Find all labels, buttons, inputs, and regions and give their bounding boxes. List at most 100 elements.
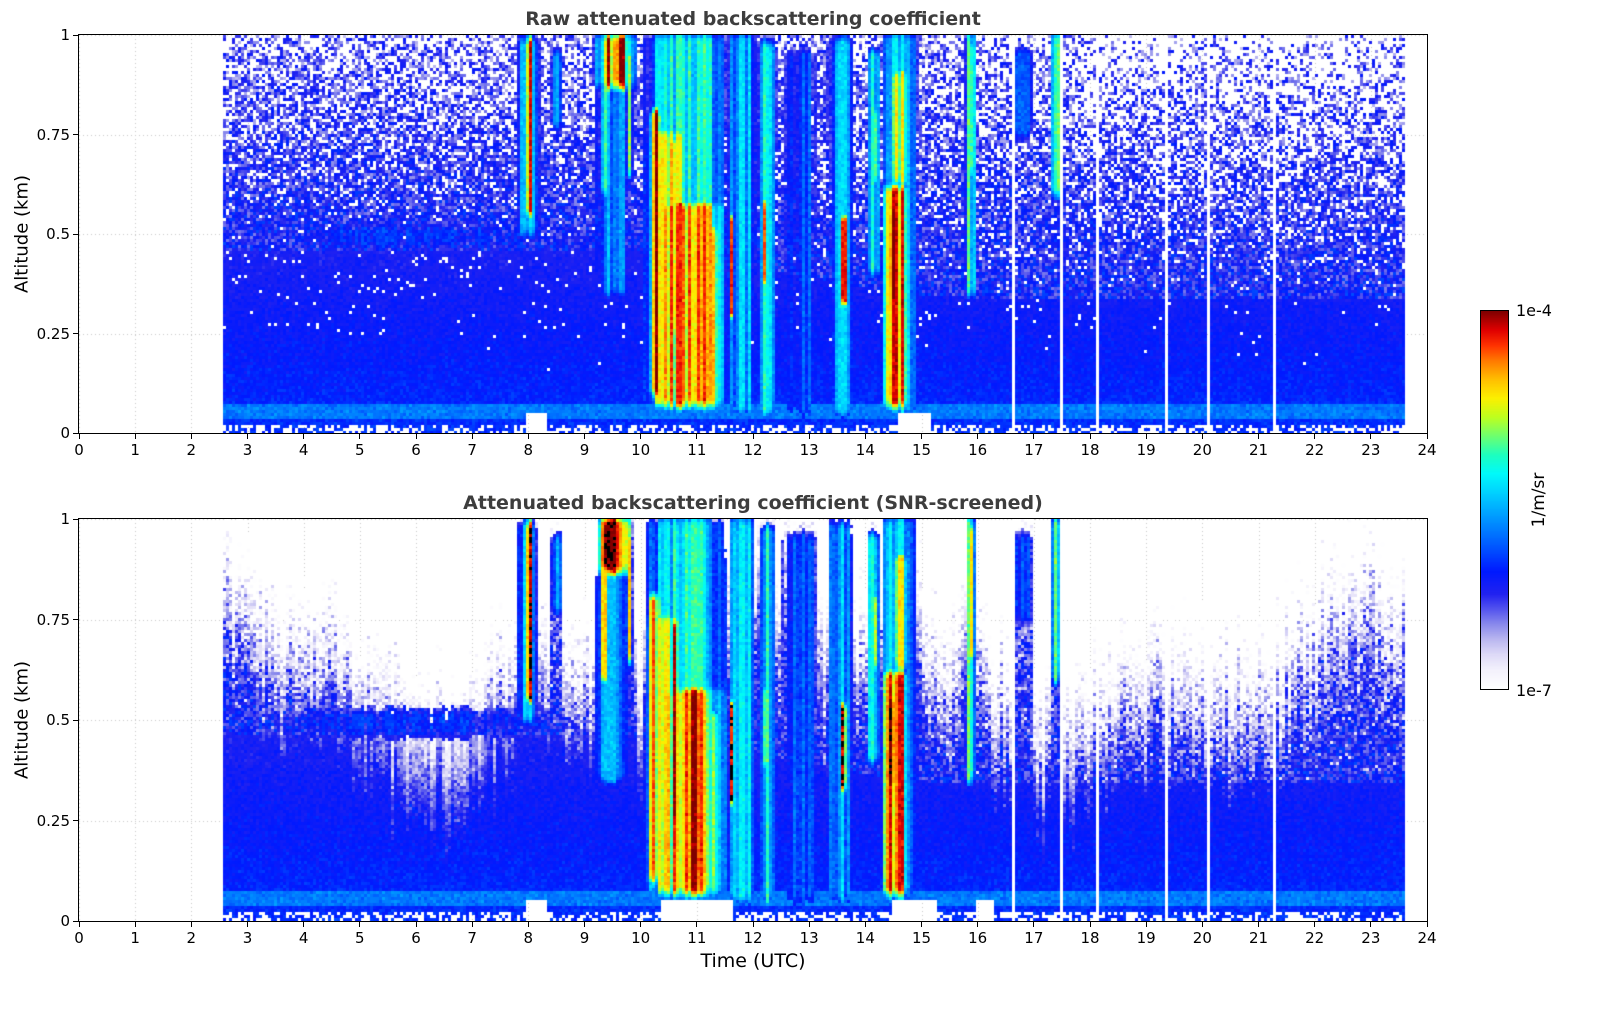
x-tick-label: 24 [1417, 929, 1437, 947]
x-tick-label: 8 [523, 441, 534, 459]
y-tick-mark [73, 233, 78, 235]
x-tick-mark [1258, 434, 1259, 439]
x-tick-label: 20 [1192, 929, 1212, 947]
x-tick-mark [247, 922, 248, 927]
x-tick-mark [1258, 922, 1259, 927]
y-tick-mark [73, 134, 78, 135]
y-tick-label: 0.25 [36, 811, 70, 830]
y-tick-mark [73, 920, 78, 922]
colorbar-units-label: 1/m/sr [1529, 472, 1549, 528]
x-tick-label: 15 [911, 929, 932, 947]
panel-raw-title: Raw attenuated backscattering coefficien… [525, 8, 981, 30]
x-tick-mark [1033, 434, 1035, 439]
heatmap-raw-canvas [79, 35, 1427, 433]
x-tick-mark [359, 922, 361, 927]
x-tick-mark [190, 922, 192, 927]
x-tick-label: 24 [1417, 441, 1437, 459]
x-tick-mark [584, 922, 585, 927]
x-tick-mark [303, 922, 305, 927]
x-tick-label: 3 [242, 929, 253, 947]
y-tick-mark [73, 432, 78, 434]
x-tick-mark [134, 434, 136, 439]
x-axis-label: Time (UTC) [700, 950, 806, 972]
x-tick-label: 0 [74, 929, 84, 947]
x-tick-label: 12 [743, 441, 763, 459]
x-tick-mark [640, 434, 642, 439]
x-tick-label: 12 [743, 929, 763, 947]
x-tick-label: 14 [855, 441, 875, 459]
x-tick-mark [1370, 922, 1372, 927]
x-tick-mark [921, 922, 922, 927]
panel-screened-title: Attenuated backscattering coefficient (S… [463, 492, 1043, 514]
x-tick-label: 15 [911, 441, 932, 459]
x-tick-label: 11 [687, 929, 707, 947]
x-tick-mark [471, 922, 473, 927]
y-tick-mark [73, 34, 78, 36]
x-tick-mark [1426, 922, 1428, 927]
x-tick-mark [1370, 434, 1372, 439]
x-tick-label: 5 [355, 929, 365, 947]
x-tick-label: 9 [579, 929, 590, 947]
x-tick-label: 11 [687, 441, 707, 459]
x-tick-label: 16 [968, 441, 988, 459]
x-tick-label: 1 [130, 441, 140, 459]
x-tick-mark [977, 922, 979, 927]
panel-raw [78, 34, 1428, 434]
x-tick-mark [752, 922, 754, 927]
panel-screened [78, 518, 1428, 922]
x-tick-mark [303, 434, 305, 439]
x-tick-label: 22 [1305, 929, 1325, 947]
x-tick-label: 20 [1192, 441, 1212, 459]
x-tick-mark [640, 922, 642, 927]
x-tick-mark [921, 434, 922, 439]
x-tick-mark [1033, 922, 1035, 927]
x-tick-label: 18 [1080, 441, 1100, 459]
y-tick-mark [73, 619, 78, 620]
x-tick-label: 14 [855, 929, 875, 947]
x-tick-label: 5 [355, 441, 365, 459]
x-tick-label: 10 [631, 929, 651, 947]
x-tick-label: 13 [799, 929, 819, 947]
x-tick-label: 2 [186, 929, 197, 947]
x-tick-mark [584, 434, 585, 439]
x-tick-mark [1201, 434, 1203, 439]
x-tick-mark [1314, 434, 1316, 439]
colorbar [1480, 310, 1509, 690]
x-tick-mark [808, 922, 810, 927]
x-tick-label: 8 [523, 929, 534, 947]
x-tick-mark [1145, 922, 1147, 927]
x-tick-label: 3 [242, 441, 253, 459]
x-tick-mark [415, 434, 417, 439]
x-tick-label: 16 [968, 929, 988, 947]
y-tick-label: 0.5 [46, 225, 70, 243]
x-tick-mark [78, 922, 80, 927]
x-tick-mark [1145, 434, 1147, 439]
x-tick-label: 21 [1248, 929, 1269, 947]
x-tick-label: 18 [1080, 929, 1100, 947]
x-tick-mark [1201, 922, 1203, 927]
x-tick-mark [864, 922, 866, 927]
x-tick-label: 4 [298, 441, 309, 459]
y-tick-label: 1 [60, 510, 70, 528]
x-tick-label: 22 [1305, 441, 1325, 459]
x-tick-label: 19 [1136, 929, 1156, 947]
x-tick-mark [752, 434, 754, 439]
x-tick-label: 7 [467, 929, 477, 947]
x-tick-label: 13 [799, 441, 819, 459]
x-tick-label: 6 [411, 441, 421, 459]
y-tick-label: 0 [60, 424, 70, 442]
y-tick-mark [73, 719, 78, 721]
x-tick-label: 0 [74, 441, 84, 459]
x-tick-label: 2 [186, 441, 197, 459]
x-tick-mark [1089, 434, 1091, 439]
x-tick-mark [134, 922, 136, 927]
x-tick-label: 19 [1136, 441, 1156, 459]
x-tick-mark [696, 434, 698, 439]
x-tick-mark [1314, 922, 1316, 927]
x-tick-mark [527, 922, 529, 927]
x-tick-label: 4 [298, 929, 309, 947]
x-tick-label: 23 [1361, 929, 1381, 947]
x-tick-mark [696, 922, 698, 927]
x-tick-label: 23 [1361, 441, 1381, 459]
